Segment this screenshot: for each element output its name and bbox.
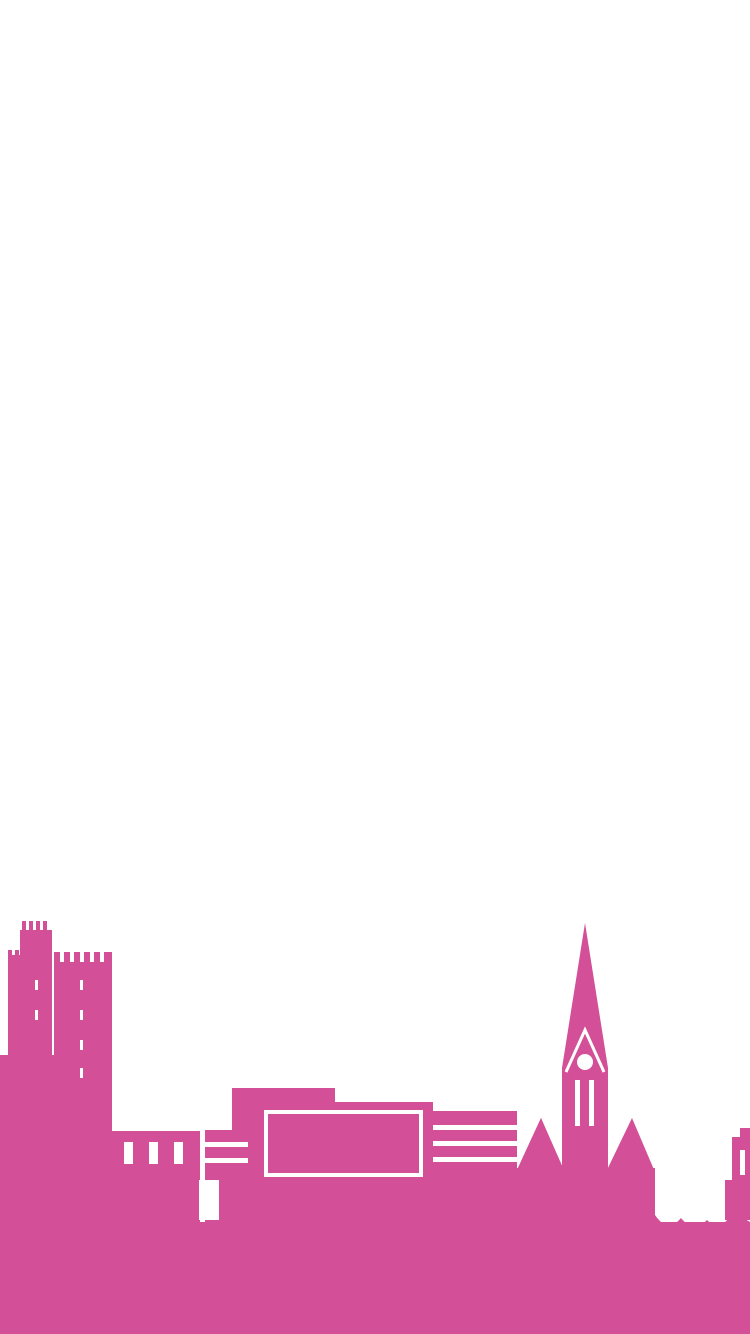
modern-building-icon xyxy=(199,1088,517,1228)
right-building-icon xyxy=(725,1128,750,1220)
city-skyline-illustration xyxy=(0,921,750,1334)
wave-hills-icon xyxy=(655,1212,750,1230)
skyline-ground xyxy=(0,1222,750,1334)
castle-keep-icon xyxy=(0,952,112,1230)
low-building-icon xyxy=(110,1131,200,1231)
church-spire-icon xyxy=(517,923,655,1230)
